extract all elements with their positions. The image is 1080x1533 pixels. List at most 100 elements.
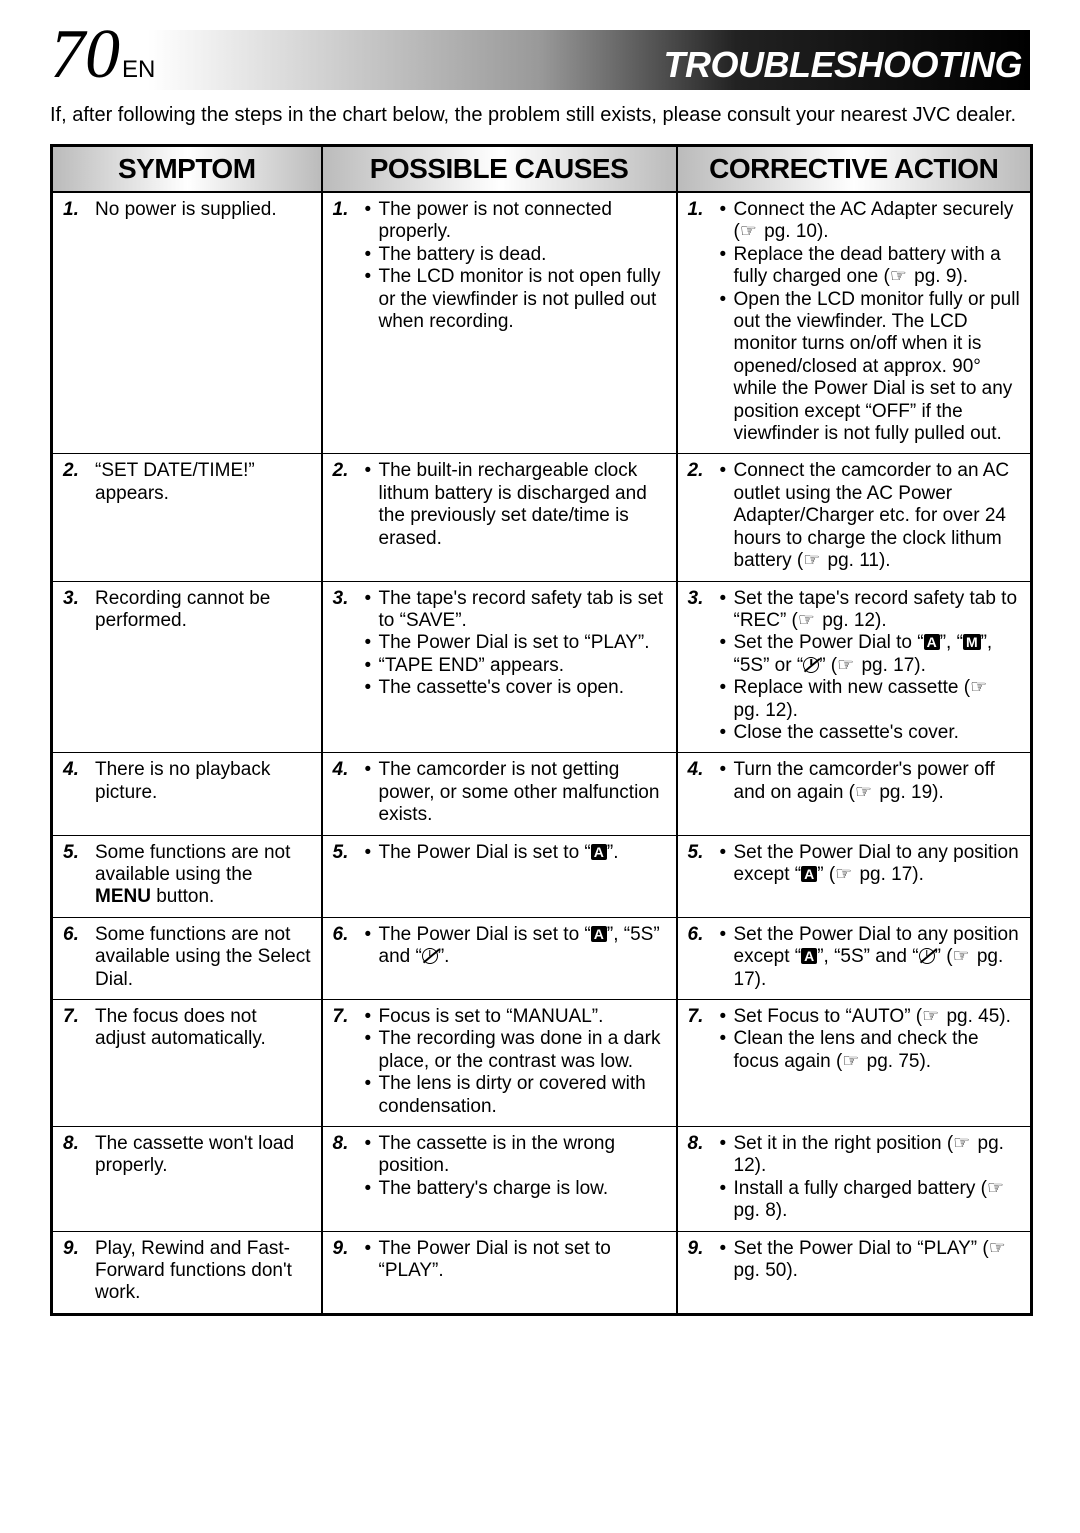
symptom-text: Play, Rewind and Fast-Forward functions …: [95, 1238, 311, 1305]
action-item: Set the Power Dial to any position excep…: [720, 924, 1021, 991]
lang-code: EN: [122, 56, 155, 83]
symptom-text: The cassette won't load properly.: [95, 1133, 311, 1178]
cause-item: The Power Dial is set to “PLAY”.: [365, 632, 666, 654]
cause-item: The tape's record safety tab is set to “…: [365, 588, 666, 633]
table-row: 6.Some functions are not available using…: [52, 917, 1032, 999]
row-number: 6.: [63, 924, 87, 991]
table-row: 1.No power is supplied.1.The power is no…: [52, 192, 1032, 454]
cause-item: The cassette is in the wrong position.: [365, 1133, 666, 1178]
symptom-cell: 2.“SET DATE/TIME!” appears.: [52, 454, 322, 581]
causes-cell: 3.The tape's record safety tab is set to…: [322, 581, 677, 753]
col-header-symptom: SYMPTOM: [52, 146, 322, 193]
actions-cell: 9.Set the Power Dial to “PLAY” ( pg. 50)…: [677, 1231, 1032, 1314]
causes-list: The Power Dial is set to “A”, “5S” and “…: [365, 924, 666, 969]
row-number: 9.: [63, 1238, 87, 1305]
table-row: 3.Recording cannot be performed.3.The ta…: [52, 581, 1032, 753]
page-header: 70EN TROUBLESHOOTING: [50, 30, 1030, 90]
symptom-cell: 6.Some functions are not available using…: [52, 917, 322, 999]
symptom-cell: 3.Recording cannot be performed.: [52, 581, 322, 753]
actions-cell: 6.Set the Power Dial to any position exc…: [677, 917, 1032, 999]
action-item: Install a fully charged battery ( pg. 8)…: [720, 1178, 1021, 1223]
symptom-cell: 4.There is no playback picture.: [52, 753, 322, 835]
causes-cell: 2.The built-in rechargeable clock lithum…: [322, 454, 677, 581]
table-row: 9.Play, Rewind and Fast-Forward function…: [52, 1231, 1032, 1314]
actions-list: Set the Power Dial to any position excep…: [720, 842, 1021, 887]
actions-list: Connect the AC Adapter securely ( pg. 10…: [720, 199, 1021, 445]
page-number-value: 70: [50, 16, 120, 93]
action-item: Set the tape's record safety tab to “REC…: [720, 588, 1021, 633]
actions-list: Set the tape's record safety tab to “REC…: [720, 588, 1021, 745]
row-number: 1.: [333, 199, 357, 333]
causes-cell: 8.The cassette is in the wrong position.…: [322, 1127, 677, 1232]
action-item: Open the LCD monitor fully or pull out t…: [720, 289, 1021, 446]
cause-item: The Power Dial is set to “A”, “5S” and “…: [365, 924, 666, 969]
row-number: 6.: [688, 924, 712, 991]
actions-cell: 7.Set Focus to “AUTO” ( pg. 45).Clean th…: [677, 1000, 1032, 1127]
causes-cell: 4.The camcorder is not getting power, or…: [322, 753, 677, 835]
actions-cell: 2.Connect the camcorder to an AC outlet …: [677, 454, 1032, 581]
actions-list: Set Focus to “AUTO” ( pg. 45).Clean the …: [720, 1006, 1021, 1073]
section-title: TROUBLESHOOTING: [664, 44, 1031, 90]
row-number: 8.: [688, 1133, 712, 1223]
table-row: 4.There is no playback picture.4.The cam…: [52, 753, 1032, 835]
causes-cell: 6.The Power Dial is set to “A”, “5S” and…: [322, 917, 677, 999]
cause-item: The lens is dirty or covered with conden…: [365, 1073, 666, 1118]
causes-list: The power is not connected properly.The …: [365, 199, 666, 333]
symptom-cell: 5.Some functions are not available using…: [52, 835, 322, 917]
cause-item: The LCD monitor is not open fully or the…: [365, 266, 666, 333]
troubleshooting-table: SYMPTOM POSSIBLE CAUSES CORRECTIVE ACTIO…: [50, 144, 1033, 1316]
action-item: Set the Power Dial to any position excep…: [720, 842, 1021, 887]
cause-item: The Power Dial is not set to “PLAY”.: [365, 1238, 666, 1283]
actions-list: Turn the camcorder's power off and on ag…: [720, 759, 1021, 804]
actions-cell: 8.Set it in the right position ( pg. 12)…: [677, 1127, 1032, 1232]
row-number: 4.: [333, 759, 357, 826]
row-number: 6.: [333, 924, 357, 969]
action-item: Close the cassette's cover.: [720, 722, 1021, 744]
action-item: Turn the camcorder's power off and on ag…: [720, 759, 1021, 804]
row-number: 2.: [63, 460, 87, 505]
causes-list: The Power Dial is not set to “PLAY”.: [365, 1238, 666, 1283]
symptom-text: There is no playback picture.: [95, 759, 311, 804]
row-number: 1.: [688, 199, 712, 445]
symptom-cell: 1. No power is supplied.: [52, 192, 322, 454]
symptom-text: Some functions are not available using t…: [95, 924, 311, 991]
cause-item: The cassette's cover is open.: [365, 677, 666, 699]
row-number: 7.: [333, 1006, 357, 1118]
row-number: 2.: [333, 460, 357, 550]
cause-item: Focus is set to “MANUAL”.: [365, 1006, 666, 1028]
table-row: 8.The cassette won't load properly.8.The…: [52, 1127, 1032, 1232]
row-number: 9.: [688, 1238, 712, 1283]
symptom-text: No power is supplied.: [95, 199, 311, 221]
action-item: Clean the lens and check the focus again…: [720, 1028, 1021, 1073]
causes-cell: 5. The Power Dial is set to “A”.: [322, 835, 677, 917]
cause-item: The power is not connected properly.: [365, 199, 666, 244]
row-number: 2.: [688, 460, 712, 572]
actions-cell: 1.Connect the AC Adapter securely ( pg. …: [677, 192, 1032, 454]
intro-text: If, after following the steps in the cha…: [50, 102, 1030, 128]
action-item: Set the Power Dial to “PLAY” ( pg. 50).: [720, 1238, 1021, 1283]
causes-list: The tape's record safety tab is set to “…: [365, 588, 666, 700]
action-item: Set Focus to “AUTO” ( pg. 45).: [720, 1006, 1021, 1028]
row-number: 5.: [333, 842, 357, 864]
cause-item: The recording was done in a dark place, …: [365, 1028, 666, 1073]
row-number: 1.: [63, 199, 87, 221]
row-number: 3.: [63, 588, 87, 633]
row-number: 5.: [688, 842, 712, 887]
actions-list: Set the Power Dial to any position excep…: [720, 924, 1021, 991]
action-item: Connect the camcorder to an AC outlet us…: [720, 460, 1021, 572]
page-number: 70EN: [50, 20, 155, 90]
table-row: 2.“SET DATE/TIME!” appears.2.The built-i…: [52, 454, 1032, 581]
symptom-cell: 8.The cassette won't load properly.: [52, 1127, 322, 1232]
row-number: 4.: [688, 759, 712, 804]
actions-list: Connect the camcorder to an AC outlet us…: [720, 460, 1021, 572]
action-item: Connect the AC Adapter securely ( pg. 10…: [720, 199, 1021, 244]
causes-list: The Power Dial is set to “A”.: [365, 842, 666, 864]
causes-cell: 7. Focus is set to “MANUAL”.The recording…: [322, 1000, 677, 1127]
table-row: 7. The focus does not adjust automaticall…: [52, 1000, 1032, 1127]
symptom-text: The focus does not adjust automatically.: [95, 1006, 311, 1051]
actions-cell: 3.Set the tape's record safety tab to “R…: [677, 581, 1032, 753]
cause-item: The battery is dead.: [365, 244, 666, 266]
symptom-text: “SET DATE/TIME!” appears.: [95, 460, 311, 505]
symptom-cell: 9.Play, Rewind and Fast-Forward function…: [52, 1231, 322, 1314]
symptom-cell: 7.The focus does not adjust automaticall…: [52, 1000, 322, 1127]
